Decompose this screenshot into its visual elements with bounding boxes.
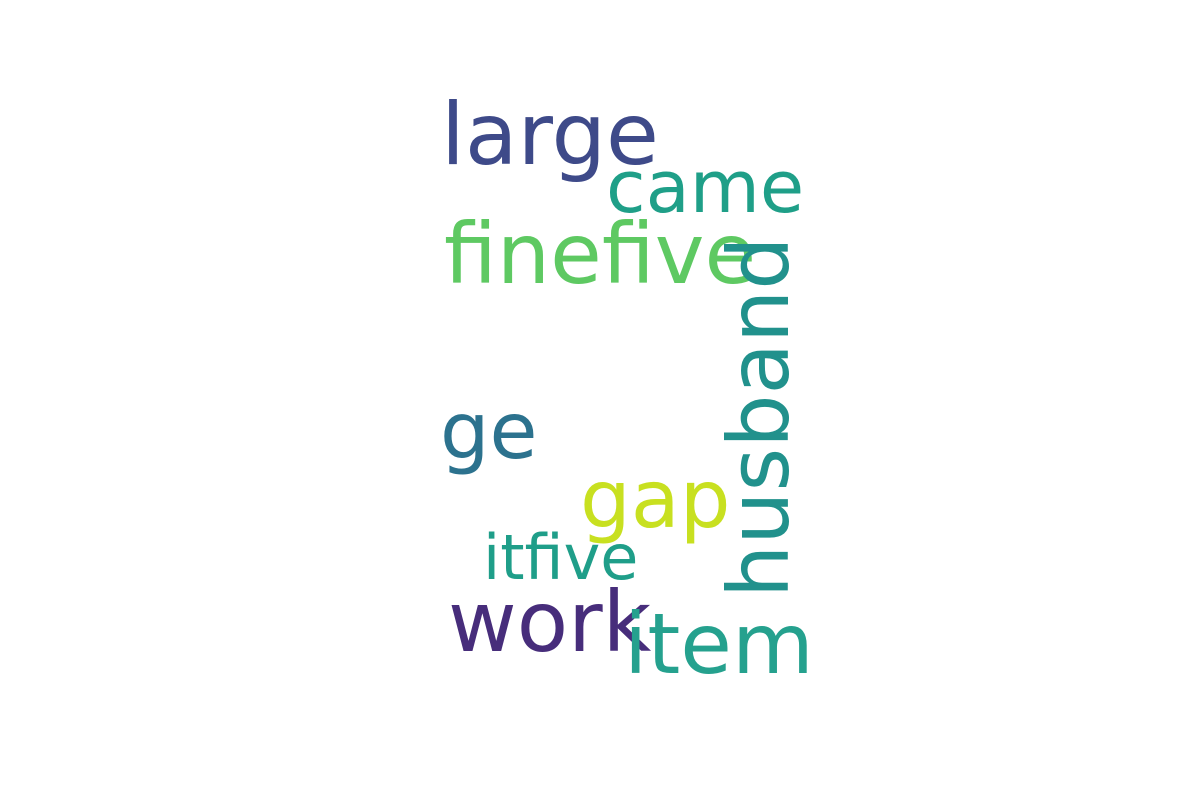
word-large: large: [441, 85, 659, 185]
word-came: came: [606, 145, 805, 229]
word-work: work: [448, 573, 652, 671]
word-item: item: [624, 595, 814, 693]
word-ge: ge: [440, 387, 538, 477]
word-gap: gap: [580, 453, 731, 546]
word-finefive: finefive: [444, 205, 757, 303]
word-itfive: itfive: [483, 521, 639, 594]
